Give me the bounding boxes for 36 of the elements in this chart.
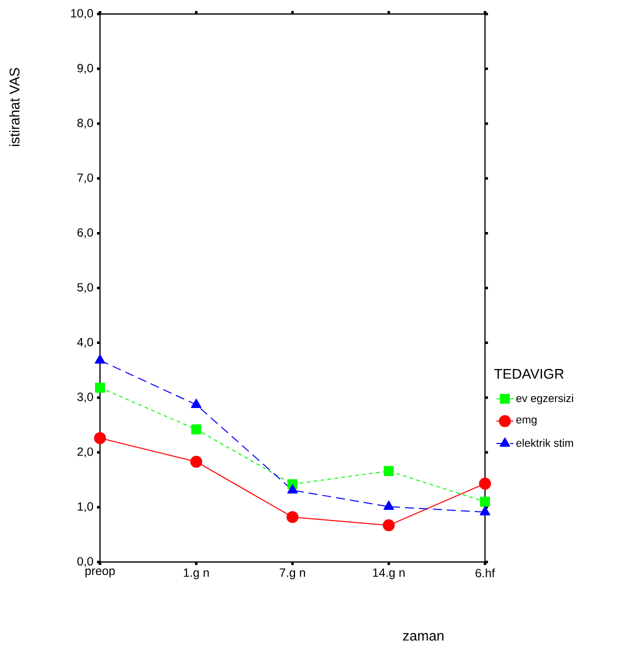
point xyxy=(191,398,202,408)
y-tick-label: 7,0 xyxy=(77,173,94,184)
legend-label: elektrik stim xyxy=(516,438,573,447)
point xyxy=(382,519,395,532)
legend-label: emg xyxy=(516,417,536,426)
point xyxy=(94,432,106,444)
y-axis-title: istirahat VAS xyxy=(9,68,20,146)
x-tick-label: 14.g n xyxy=(373,568,405,580)
y-tick-label: 6,0 xyxy=(77,228,94,238)
y-tick-label: 1,0 xyxy=(78,502,94,512)
point xyxy=(479,478,491,490)
point xyxy=(287,484,298,494)
y-tick-label: 10,0 xyxy=(71,9,94,19)
point xyxy=(384,466,394,476)
point xyxy=(384,500,394,510)
point xyxy=(480,506,490,516)
y-tick-label: 3,0 xyxy=(77,392,94,403)
point xyxy=(190,456,202,468)
y-tick-label: 8,0 xyxy=(77,118,94,129)
point xyxy=(95,382,105,393)
x-axis-title: zaman xyxy=(403,633,444,641)
x-tick-label: 7.g n xyxy=(280,568,306,580)
x-tick-label: preop xyxy=(85,568,115,578)
x-tick-label: 1.g n xyxy=(184,568,209,580)
point xyxy=(286,511,298,524)
x-tick-label: 6.hf xyxy=(476,568,495,578)
point xyxy=(480,496,490,507)
legend-title: TEDAVIGR xyxy=(494,368,564,379)
y-tick-label: 4,0 xyxy=(77,338,94,348)
y-tick-label: 0,0 xyxy=(77,557,94,567)
point xyxy=(94,354,106,364)
y-tick-label: 2,0 xyxy=(77,447,94,458)
point xyxy=(191,424,202,434)
y-tick-label: 5,0 xyxy=(77,283,94,293)
y-tick-label: 9,0 xyxy=(77,64,94,74)
legend-label: ev egzersizi xyxy=(516,394,573,404)
